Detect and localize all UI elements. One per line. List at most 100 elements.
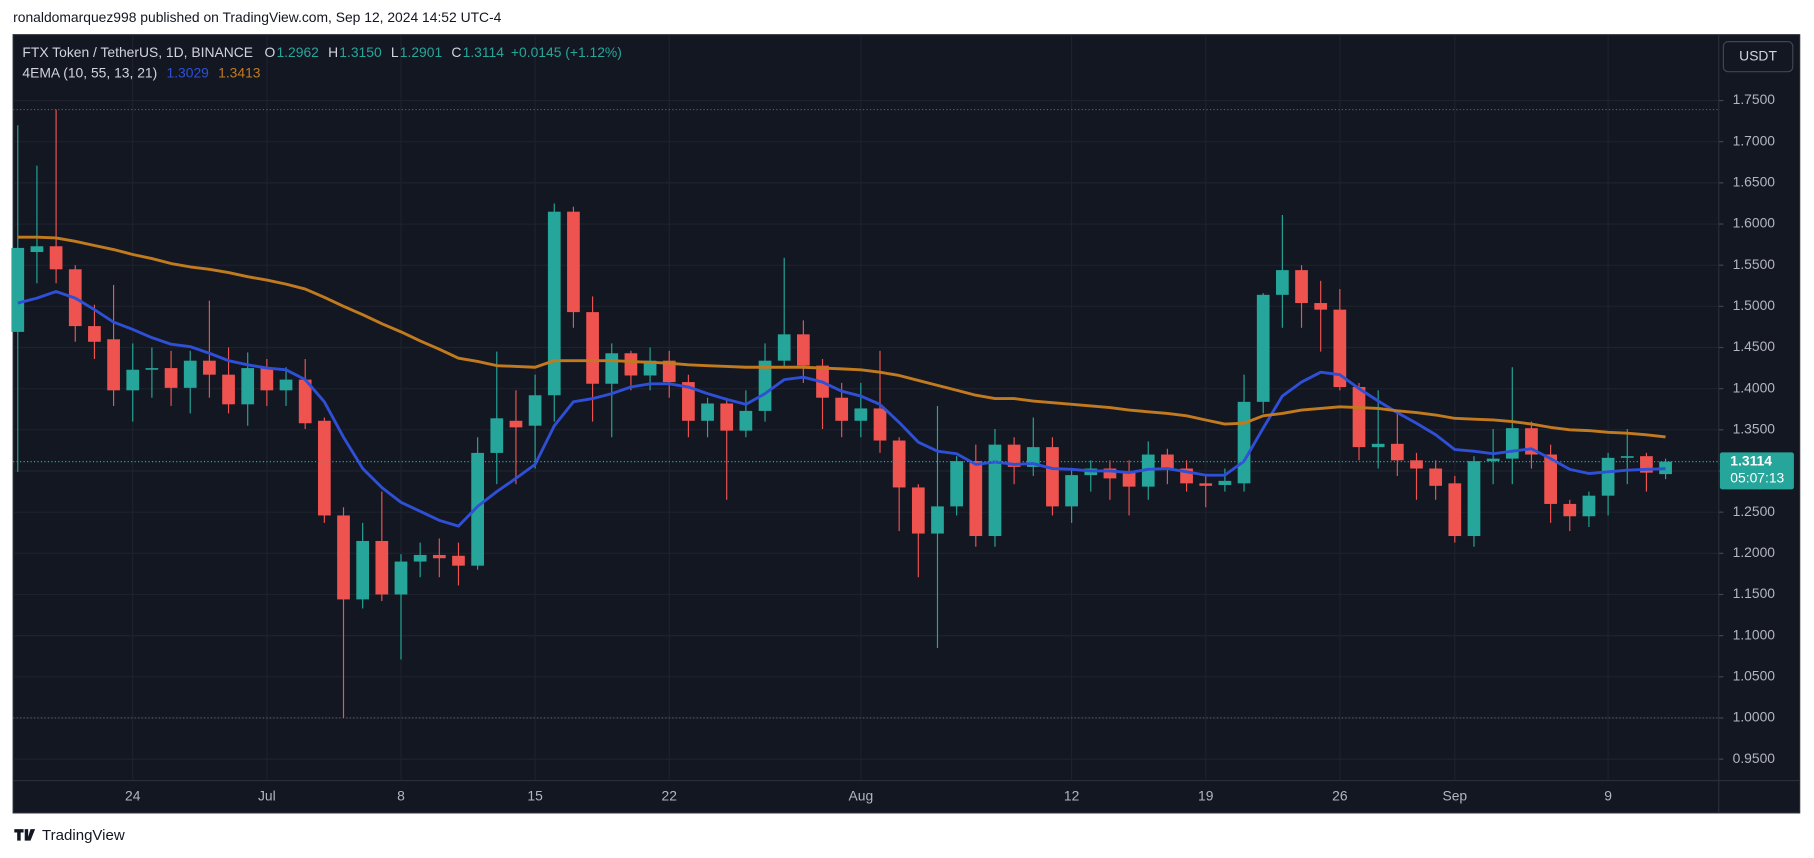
candle-body [298, 379, 312, 424]
candle-body [1582, 495, 1596, 517]
candle-body [528, 395, 542, 426]
candle-body [88, 326, 101, 342]
candle-body [1429, 468, 1443, 486]
y-tick-label: 1.5500 [1733, 256, 1776, 272]
candle-body [30, 246, 44, 253]
candle-body [873, 408, 887, 441]
x-tick-label: Jul [258, 787, 276, 803]
candle-body [49, 246, 63, 270]
ema-line [17, 235, 1666, 439]
legend-label: O [265, 44, 276, 60]
candle-body [1620, 456, 1634, 458]
candle-body [375, 540, 389, 595]
legend-value: 1.3114 [463, 44, 505, 60]
candle-body [1371, 443, 1385, 448]
price-tag [1719, 452, 1794, 490]
x-tick-label: 22 [662, 787, 678, 803]
candle-body [624, 353, 638, 376]
candle-body [1314, 303, 1328, 310]
candle-body [1161, 454, 1174, 469]
candle-body [662, 360, 676, 383]
legend-value: 1.3150 [339, 44, 382, 60]
candle-body [911, 487, 925, 534]
indicator-value: 1.3029 [166, 65, 209, 81]
candle-body [490, 418, 504, 453]
candle-body [509, 420, 523, 428]
legend-change: +0.0145 (+1.12%) [511, 44, 622, 60]
candle-body [1505, 428, 1519, 459]
indicator-value: 1.3413 [218, 65, 261, 81]
candle-body [1237, 401, 1251, 484]
y-tick-label: 1.6000 [1733, 215, 1776, 231]
y-tick-label: 1.0500 [1733, 667, 1776, 683]
candle-body [701, 403, 714, 421]
candle-body [988, 444, 1002, 537]
currency-box[interactable] [1722, 41, 1794, 73]
y-tick-label: 1.1000 [1733, 626, 1776, 642]
candle-body [107, 339, 120, 391]
y-tick-label: 1.1500 [1733, 585, 1776, 601]
candle-body [950, 461, 964, 507]
candle-body [1256, 294, 1270, 402]
candle-body [1544, 454, 1557, 504]
x-tick-label: 26 [1332, 787, 1348, 803]
indicator-name: 4EMA (10, 55, 13, 21) [22, 65, 157, 81]
candle-body [547, 211, 561, 396]
candle-body [203, 360, 216, 375]
currency: USDT [1739, 47, 1777, 63]
candle-body [11, 247, 25, 332]
candle-body [432, 554, 446, 559]
candle-body [394, 561, 408, 595]
x-tick-label: 12 [1064, 787, 1080, 803]
candle-body [1486, 458, 1500, 462]
legend-value: 1.2962 [276, 44, 319, 60]
x-tick-label: 24 [125, 787, 141, 803]
candle-body [1199, 483, 1213, 486]
y-tick-label: 1.4500 [1733, 338, 1776, 354]
candle-body [682, 382, 695, 421]
price-tag-value: 1.3114 [1730, 452, 1772, 468]
candle-body [931, 506, 944, 534]
y-tick-label: 1.6500 [1733, 174, 1776, 190]
candle-body [452, 555, 465, 566]
candle-body [720, 403, 734, 431]
y-tick-label: 1.2500 [1733, 503, 1776, 519]
candle-body [1276, 270, 1289, 295]
y-tick-label: 1.5000 [1733, 297, 1776, 313]
candle-body [126, 369, 140, 391]
candle-body [1046, 447, 1059, 507]
candle-body [1103, 468, 1117, 479]
candle-body [1295, 270, 1308, 304]
publisher-line: ronaldomarquez998 published on TradingVi… [13, 9, 502, 25]
x-tick-label: 8 [397, 787, 405, 803]
candle-body [586, 312, 599, 384]
candle-body [317, 420, 331, 516]
y-tick-label: 0.9500 [1733, 750, 1776, 766]
candle-body [471, 452, 484, 566]
x-tick-label: Aug [849, 787, 874, 803]
candle-body [1007, 444, 1021, 467]
y-tick-label: 1.7500 [1733, 91, 1776, 107]
candle-body [1065, 475, 1078, 507]
candle-body [1390, 443, 1404, 461]
candle-body [279, 379, 293, 391]
candle-body [892, 440, 906, 488]
candle-body [413, 554, 427, 562]
candle-body [1218, 480, 1232, 485]
candle-body [183, 360, 197, 388]
candle-body [337, 515, 350, 600]
candle-body [643, 360, 657, 376]
candle-body [260, 368, 274, 391]
legend-label: H [328, 44, 338, 60]
overlay: USDT TradingView 0.9500 1.0000 1.0500 1.100… [14, 41, 1794, 844]
candle-body [777, 334, 791, 361]
y-tick-label: 1.2000 [1733, 544, 1776, 560]
candle-body [854, 408, 868, 421]
x-tick-label: 15 [527, 787, 543, 803]
legend-title: FTX Token / TetherUS, 1D, BINANCE [22, 44, 253, 60]
candle-body [164, 368, 178, 388]
candle-body [1122, 472, 1136, 487]
chart-frame [12, 34, 1801, 814]
candle-body [1563, 503, 1577, 517]
